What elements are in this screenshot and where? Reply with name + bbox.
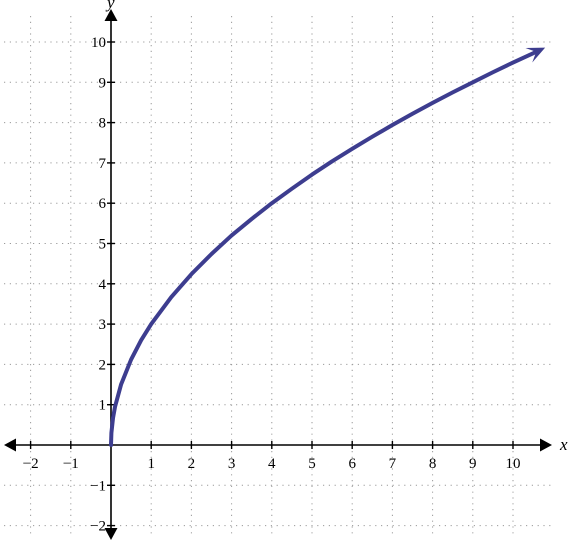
- y-tick-label: 10: [91, 35, 106, 51]
- y-tick-label: 8: [99, 116, 107, 132]
- x-tick-label: 1: [147, 456, 155, 472]
- x-axis-arrow-right: [540, 438, 552, 452]
- series-end-arrow: [525, 47, 546, 63]
- x-tick-label: 3: [228, 456, 236, 472]
- y-tick-label: −1: [90, 478, 106, 494]
- y-tick-label: 7: [99, 156, 107, 172]
- y-axis-title: y: [105, 0, 115, 12]
- y-tick-label: 6: [99, 196, 107, 212]
- x-tick-label: −1: [63, 456, 79, 472]
- y-tick-label: 1: [99, 398, 107, 414]
- x-tick-label: 5: [308, 456, 316, 472]
- y-tick-label: 3: [99, 317, 107, 333]
- x-tick-label: 10: [506, 456, 521, 472]
- x-tick-label: 2: [188, 456, 196, 472]
- y-tick-label: 9: [99, 75, 107, 91]
- tick-labels: −2 −1 1 2 3 4 5 6 7 8 9 10 −2 −1 1 2 3 4 5 6 7 8 9 10: [23, 35, 521, 535]
- y-axis-arrow-down: [104, 528, 118, 540]
- y-axis-arrow-up: [104, 9, 118, 21]
- grid: [4, 16, 552, 538]
- y-tick-label: 5: [99, 237, 107, 253]
- ticks: [29, 41, 514, 527]
- y-tick-label: 2: [99, 357, 107, 373]
- x-axis-title: x: [559, 435, 568, 454]
- x-tick-label: 7: [389, 456, 397, 472]
- x-tick-label: 8: [429, 456, 437, 472]
- x-axis-arrow-left: [4, 438, 16, 452]
- series: [109, 47, 546, 447]
- y-tick-label: 4: [99, 277, 107, 293]
- x-tick-label: −2: [23, 456, 39, 472]
- y-tick-label: −2: [90, 519, 106, 535]
- x-tick-label: 6: [348, 456, 356, 472]
- series-line: [109, 50, 538, 447]
- x-tick-label: 9: [469, 456, 477, 472]
- x-tick-label: 4: [268, 456, 276, 472]
